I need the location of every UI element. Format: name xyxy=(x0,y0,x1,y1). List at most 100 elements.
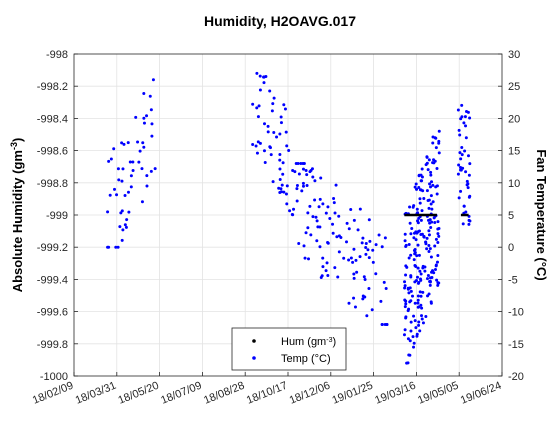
temp-point xyxy=(467,173,471,177)
temp-point xyxy=(316,225,320,229)
temp-point xyxy=(379,299,383,303)
y-right-tick-label: -10 xyxy=(508,307,524,319)
temp-point xyxy=(371,248,375,252)
temp-point xyxy=(266,124,270,128)
temp-point xyxy=(279,187,283,191)
x-tick-label: 18/02/09 xyxy=(31,380,75,407)
temp-point xyxy=(108,193,112,197)
temp-point xyxy=(347,258,351,262)
y-right-tick-label: 5 xyxy=(508,210,514,222)
temp-point xyxy=(277,186,281,190)
temp-point xyxy=(324,211,328,215)
temp-point xyxy=(404,316,408,320)
temp-point xyxy=(462,204,466,208)
x-tick-label: 19/05/05 xyxy=(416,380,460,407)
temp-point xyxy=(429,173,433,177)
y-axis-left-label: Absolute Humidity (gm-3) xyxy=(9,138,25,293)
temp-point xyxy=(420,317,424,321)
temp-point xyxy=(364,252,368,256)
temp-point xyxy=(417,280,421,284)
temp-point xyxy=(262,75,266,79)
temp-point xyxy=(422,234,426,238)
temp-point xyxy=(437,234,441,238)
temp-point xyxy=(427,158,431,162)
temp-point xyxy=(336,275,340,279)
temp-point xyxy=(426,168,430,172)
temp-point xyxy=(365,314,369,318)
temp-point xyxy=(459,117,463,121)
temp-point xyxy=(434,146,438,150)
temp-point xyxy=(358,207,362,211)
temp-point xyxy=(127,210,131,214)
temp-point xyxy=(272,96,276,100)
x-tick-label: 18/12/06 xyxy=(288,380,332,407)
temp-point xyxy=(420,179,424,183)
temp-point xyxy=(270,109,274,113)
temp-point xyxy=(349,256,353,260)
temp-point xyxy=(140,167,144,171)
temp-point xyxy=(427,206,431,210)
y-right-tick-label: 15 xyxy=(508,146,520,158)
temp-point xyxy=(367,256,371,260)
temp-point xyxy=(349,207,353,211)
temp-point xyxy=(415,334,419,338)
temp-point xyxy=(333,211,337,215)
legend-hum-label: Hum (gm-3) xyxy=(281,336,336,348)
temp-point xyxy=(364,245,368,249)
x-tick-label: 19/01/25 xyxy=(331,380,375,407)
temp-point xyxy=(279,115,283,119)
temp-point xyxy=(285,144,289,148)
temp-point xyxy=(129,185,133,189)
legend-hum-end: ) xyxy=(332,336,336,348)
temp-point xyxy=(126,141,130,145)
y-left-label-sup: -3 xyxy=(9,142,19,150)
legend-hum-main: Hum (gm xyxy=(281,336,326,348)
temp-point xyxy=(334,183,338,187)
temp-point xyxy=(420,306,424,310)
temp-point xyxy=(142,92,146,96)
temp-point xyxy=(318,197,322,201)
x-tick-label: 18/05/20 xyxy=(117,380,161,407)
y-right-tick-label: 10 xyxy=(508,178,520,190)
temp-point xyxy=(332,201,336,205)
temp-point xyxy=(361,297,365,301)
temp-point xyxy=(425,277,429,281)
temp-point xyxy=(433,220,437,224)
temp-point xyxy=(409,329,413,333)
temp-point xyxy=(106,210,110,214)
temp-point xyxy=(272,131,276,135)
temp-point xyxy=(456,108,460,112)
temp-point xyxy=(258,88,262,92)
temp-point xyxy=(311,175,315,179)
temp-point xyxy=(412,248,416,252)
temp-point xyxy=(120,209,124,213)
temp-point xyxy=(285,202,289,206)
temp-point xyxy=(431,183,435,187)
temp-point xyxy=(314,215,318,219)
temp-point xyxy=(300,189,304,193)
temp-point xyxy=(256,115,260,119)
temp-point xyxy=(342,256,346,260)
temp-point xyxy=(412,258,416,262)
temp-point xyxy=(404,299,408,303)
temp-point xyxy=(411,335,415,339)
temp-point xyxy=(430,220,434,224)
temp-point xyxy=(362,275,366,279)
temp-point xyxy=(297,242,301,246)
temp-point xyxy=(417,320,421,324)
temp-point xyxy=(431,161,435,165)
y-left-tick-label: -998.6 xyxy=(37,146,68,158)
temp-point xyxy=(134,115,138,119)
temp-point xyxy=(321,202,325,206)
temp-point xyxy=(435,166,439,170)
temp-point xyxy=(437,227,441,231)
temp-point xyxy=(425,247,429,251)
temp-point xyxy=(347,301,351,305)
temp-point xyxy=(428,247,432,251)
temp-point xyxy=(419,218,423,222)
temp-point xyxy=(305,173,309,177)
chart-title: Humidity, H2OAVG.017 xyxy=(204,13,356,29)
temp-point xyxy=(427,292,431,296)
temp-point xyxy=(128,160,132,164)
temp-point xyxy=(315,239,319,243)
